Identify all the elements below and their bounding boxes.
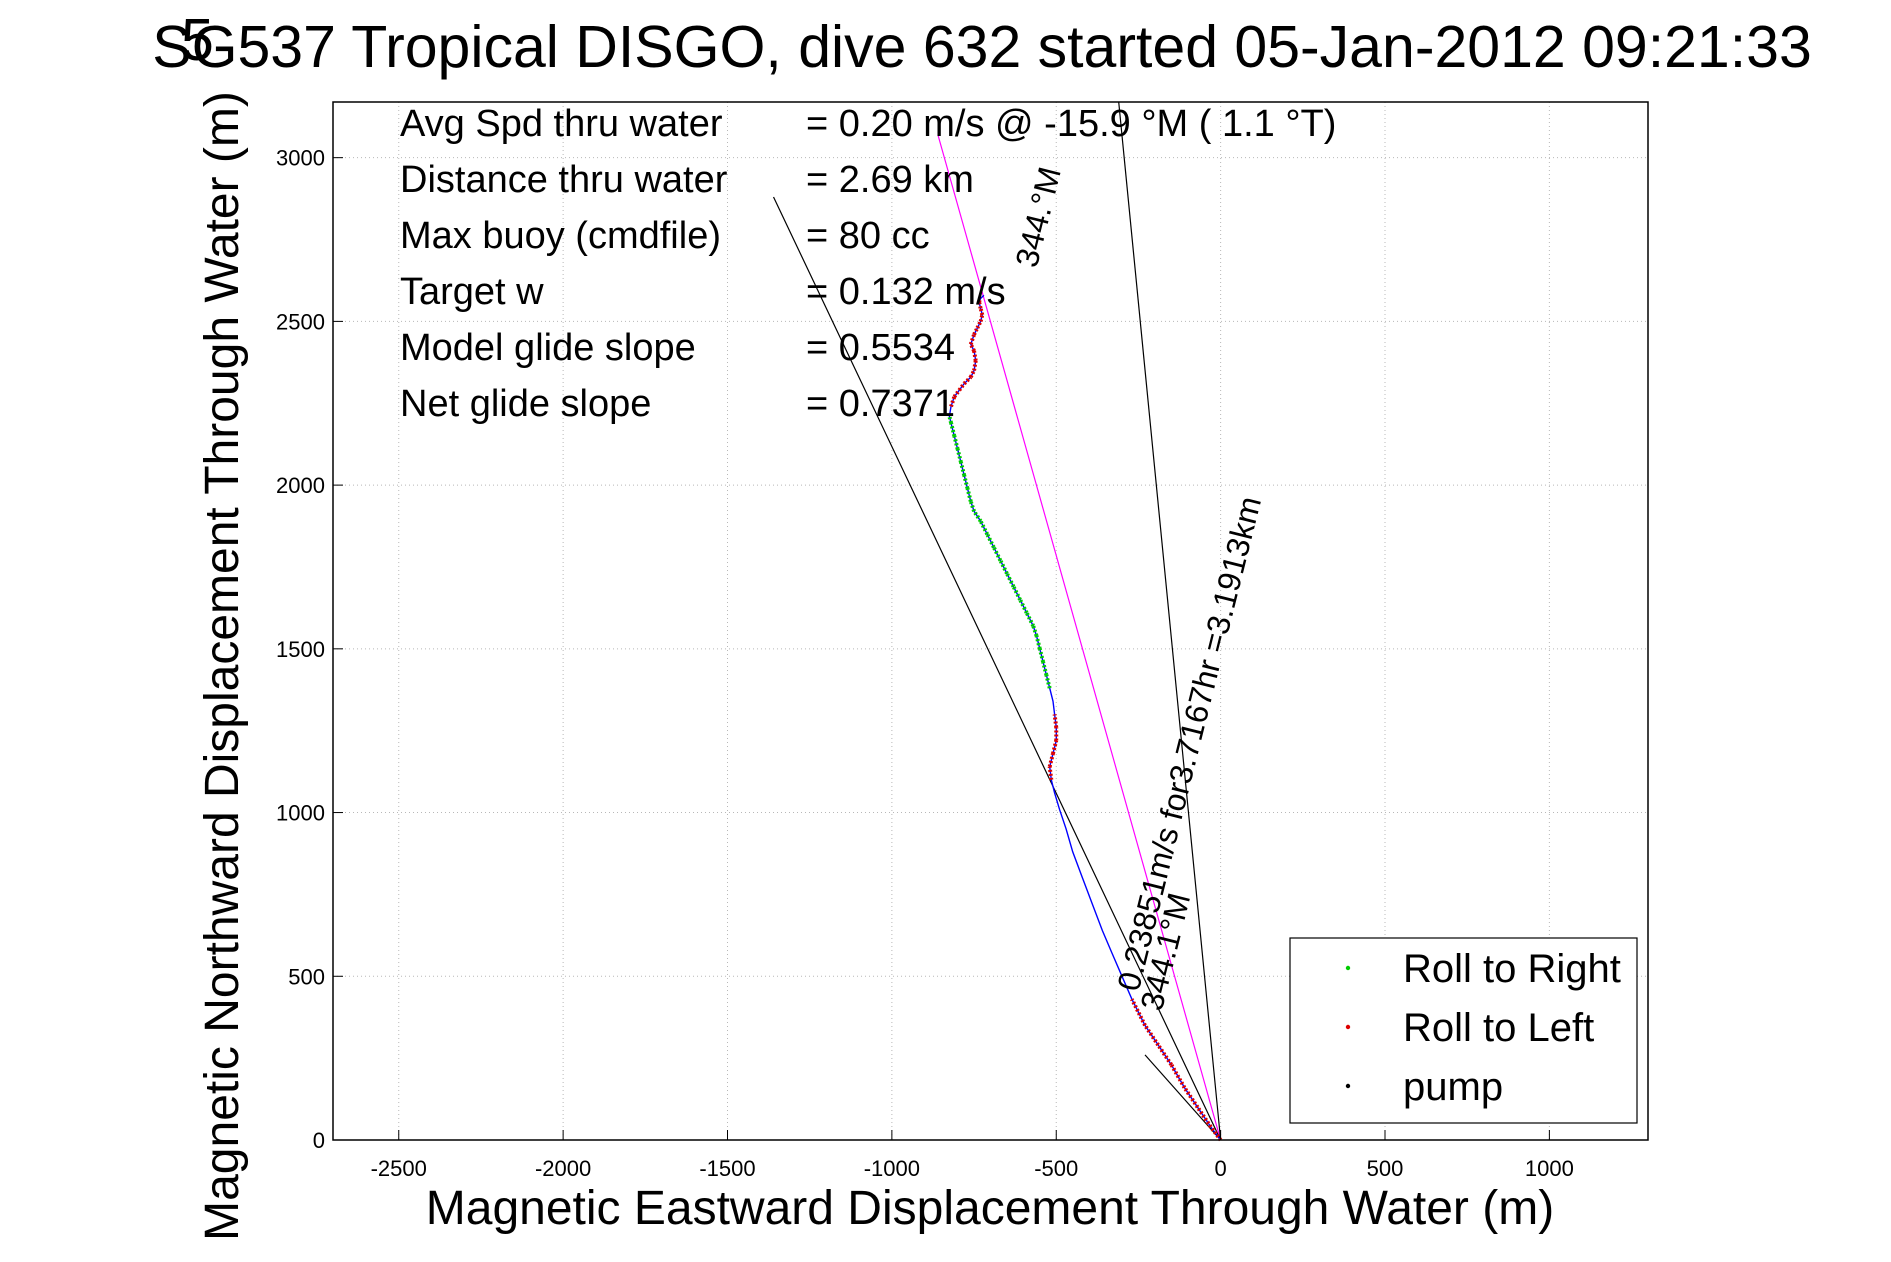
y-tick-label: 0 — [313, 1128, 325, 1153]
reference-lines — [772, 101, 1222, 1141]
roll-marker — [985, 533, 996, 549]
x-tick-label: 500 — [1367, 1156, 1404, 1181]
title-overlap-glyph: 5 — [181, 7, 214, 73]
roll-marker — [977, 301, 983, 309]
info-value: = 80 cc — [806, 215, 930, 257]
roll-marker — [977, 297, 983, 303]
info-value: = 0.132 m/s — [806, 271, 1006, 313]
roll-marker — [968, 333, 976, 345]
x-tick-label: -1000 — [864, 1156, 920, 1181]
roll-marker — [952, 388, 961, 398]
roll-marker — [992, 546, 1003, 562]
text-layer: SG537 Tropical DISGO, dive 632 started 0… — [152, 7, 1812, 1241]
roll-marker — [1024, 611, 1036, 627]
roll-marker — [998, 559, 1009, 575]
roll-marker — [1018, 598, 1029, 614]
roll-marker — [947, 415, 953, 424]
roll-marker — [968, 500, 976, 512]
y-tick-label: 2500 — [276, 309, 325, 334]
y-tick-label: 2000 — [276, 473, 325, 498]
roll-marker — [957, 382, 966, 392]
roll-marker — [1209, 1125, 1223, 1142]
info-value: = 0.7371 — [806, 383, 955, 425]
info-block: Avg Spd thru water = 0.20 m/s @ -15.9 °M … — [400, 103, 1336, 425]
x-tick-label: 1000 — [1525, 1156, 1574, 1181]
roll-marker — [968, 343, 976, 352]
x-axis-label: Magnetic Eastward Displacement Through W… — [426, 1182, 1554, 1235]
info-label: Model glide slope — [400, 327, 696, 369]
roll-marker — [1005, 572, 1016, 588]
y-tick-label: 3000 — [276, 146, 325, 171]
y-tick-label: 1000 — [276, 801, 325, 826]
ref-line-3 — [1144, 1054, 1222, 1141]
x-tick-label: -500 — [1034, 1156, 1078, 1181]
legend-label: pump — [1403, 1065, 1503, 1109]
info-value: = 0.20 m/s @ -15.9 °M ( 1.1 °T) — [806, 103, 1336, 145]
roll-marker — [978, 307, 985, 316]
plot-frame — [332, 101, 1649, 1141]
x-tick-label: 0 — [1215, 1156, 1227, 1181]
roll-marker — [972, 350, 978, 362]
chart-title: SG537 Tropical DISGO, dive 632 started 0… — [152, 14, 1812, 80]
roll-marker — [975, 320, 983, 329]
axis-ticks: -2500 -2000 -1500 -1000 -500 0 500 1000 0 500 1000… — [276, 146, 1574, 1181]
roll-marker — [1031, 625, 1039, 637]
info-label: Max buoy (cmdfile) — [400, 215, 721, 257]
roll-marker — [962, 375, 973, 386]
legend-marker — [1345, 1024, 1351, 1030]
ref-line-1 — [772, 196, 1222, 1141]
x-tick-label: -2000 — [535, 1156, 591, 1181]
info-label: Avg Spd thru water — [400, 103, 723, 145]
roll-marker — [949, 396, 957, 408]
grid — [333, 102, 1648, 1141]
y-tick-label: 500 — [288, 964, 325, 989]
y-tick-label: 1500 — [276, 637, 325, 662]
info-label: Net glide slope — [400, 383, 651, 425]
roll-marker — [968, 369, 976, 378]
y-axis-label: Magnetic Northward Displacement Through … — [196, 91, 249, 1241]
roll-marker — [1011, 585, 1022, 601]
roll-marker — [1130, 998, 1147, 1027]
legend-label: Roll to Left — [1403, 1006, 1594, 1050]
info-value: = 2.69 km — [806, 159, 974, 201]
roll-marker — [978, 314, 985, 322]
roll-marker — [972, 327, 980, 336]
ref-line-2 — [1118, 101, 1222, 1141]
info-value: = 0.5534 — [806, 327, 955, 369]
roll-marker — [972, 510, 983, 523]
legend-label: Roll to Right — [1403, 947, 1621, 991]
heading-line — [937, 134, 1222, 1141]
roll-marker — [1169, 1063, 1187, 1089]
legend-marker — [1345, 1083, 1351, 1089]
legend: Roll to Right Roll to Left pump — [1289, 937, 1638, 1124]
x-tick-label: -2500 — [371, 1156, 427, 1181]
info-label: Distance thru water — [400, 159, 728, 201]
x-tick-label: -1500 — [699, 1156, 755, 1181]
legend-marker — [1345, 965, 1351, 971]
info-label: Target w — [400, 271, 544, 313]
roll-marker — [972, 360, 978, 371]
track-series — [947, 294, 1223, 1142]
roll-marker — [978, 520, 989, 536]
